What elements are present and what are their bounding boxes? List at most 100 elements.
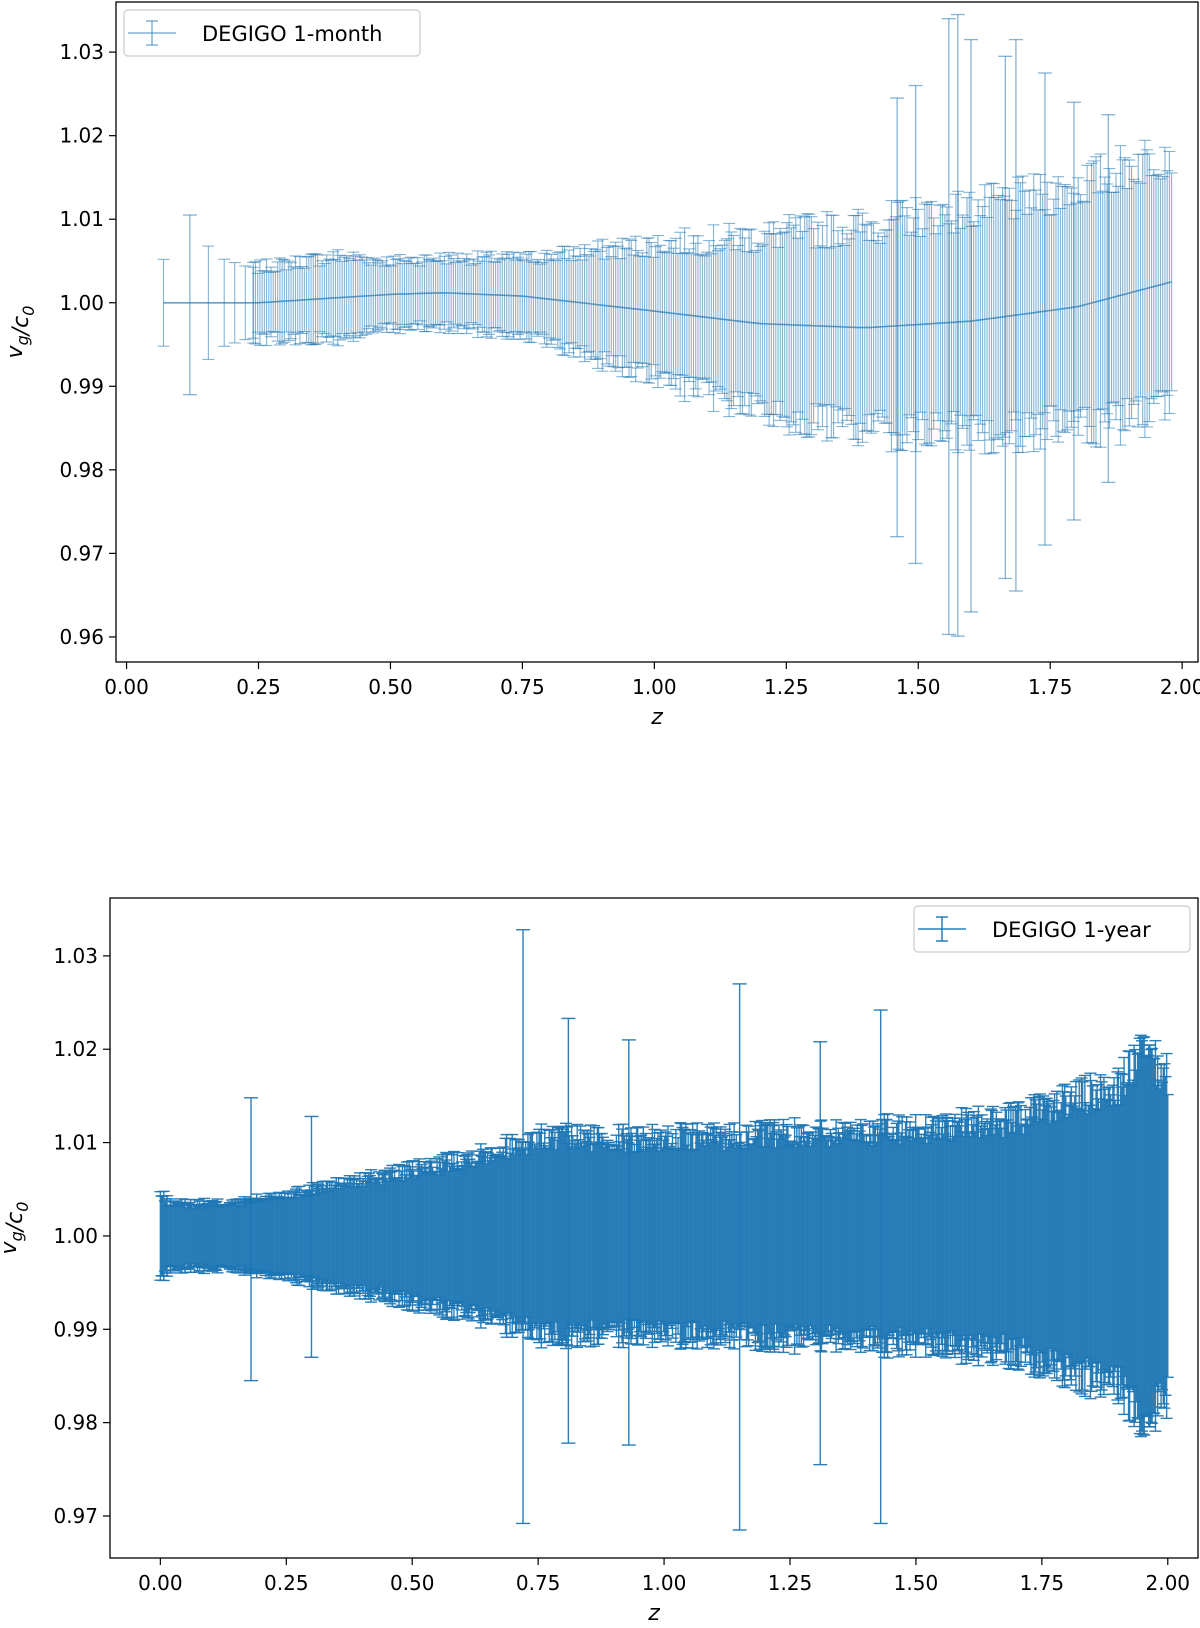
errorbar	[1041, 1100, 1054, 1371]
y-tick-label: 1.00	[53, 1224, 98, 1248]
errorbar	[693, 1130, 706, 1342]
bottom-legend-label: DEGIGO 1-year	[992, 918, 1151, 942]
x-tick-label: 1.75	[1020, 1571, 1065, 1595]
errorbar	[713, 1131, 726, 1341]
errorbar	[1149, 1039, 1162, 1432]
errorbar	[595, 1132, 608, 1340]
errorbar	[1094, 1074, 1107, 1398]
errorbar	[372, 1171, 385, 1301]
errorbar	[348, 1175, 361, 1297]
errorbar	[1014, 1104, 1027, 1367]
errorbar	[431, 1158, 444, 1314]
x-tick-label: 1.00	[642, 1571, 687, 1595]
errorbar	[1116, 1073, 1129, 1399]
errorbar	[990, 1111, 1003, 1361]
errorbar	[630, 1127, 643, 1345]
errorbar	[1134, 1034, 1147, 1438]
errorbar	[365, 1169, 378, 1303]
errorbar	[158, 1200, 171, 1272]
y-tick-label: 1.00	[59, 291, 104, 315]
errorbar	[545, 1129, 558, 1343]
errorbar	[304, 1189, 317, 1283]
errorbar	[440, 1151, 453, 1321]
errorbar	[594, 1142, 607, 1330]
x-tick-label: 2.00	[1160, 675, 1200, 699]
errorbar	[646, 1123, 659, 1349]
errorbar	[953, 1117, 966, 1355]
errorbar	[637, 1126, 650, 1346]
errorbar	[706, 1127, 719, 1345]
errorbar	[182, 1203, 195, 1269]
errorbar	[728, 1122, 741, 1350]
errorbar	[972, 1105, 985, 1367]
errorbar	[1067, 1102, 1080, 1370]
outlier-errorbar	[873, 1009, 888, 1525]
errorbar	[537, 1142, 550, 1330]
errorbar	[183, 1201, 196, 1270]
outlier-errorbar	[244, 1097, 259, 1382]
errorbar	[890, 1122, 903, 1350]
outlier-errorbar	[890, 97, 905, 538]
errorbar	[168, 1200, 181, 1272]
errorbar	[574, 1125, 587, 1347]
errorbar	[451, 1151, 464, 1320]
errorbar	[742, 1125, 755, 1347]
errorbar	[1111, 1071, 1124, 1401]
errorbar	[1138, 1036, 1151, 1436]
errorbar	[740, 1124, 753, 1348]
errorbar	[655, 1129, 668, 1343]
errorbar	[797, 1124, 810, 1348]
outlier-errorbar	[561, 1017, 576, 1444]
errorbar	[1095, 1081, 1108, 1391]
errorbar	[707, 1122, 720, 1350]
outlier-errorbar	[732, 983, 747, 1531]
errorbar	[393, 1163, 406, 1309]
errorbar	[855, 1124, 868, 1348]
errorbar	[205, 1199, 218, 1272]
y-tick-label: 0.98	[53, 1411, 98, 1435]
errorbar	[423, 1162, 436, 1310]
errorbar	[1048, 1093, 1061, 1379]
errorbar	[1037, 1095, 1050, 1377]
outlier-errorbar	[1037, 72, 1052, 546]
outlier-errorbar	[182, 214, 197, 396]
errorbar	[572, 1139, 585, 1333]
outlier-errorbar	[813, 1041, 828, 1466]
y-tick-label: 0.97	[53, 1504, 98, 1528]
y-tick-label: 1.01	[59, 207, 104, 231]
bottom-chart-marks	[154, 929, 1174, 1531]
errorbar	[880, 1118, 893, 1354]
errorbar	[1038, 1098, 1051, 1374]
errorbar	[941, 1116, 954, 1356]
errorbar	[1034, 1093, 1047, 1379]
x-tick-label: 0.25	[236, 675, 281, 699]
errorbar	[962, 1111, 975, 1361]
errorbar	[1121, 1081, 1134, 1390]
errorbar	[913, 1128, 926, 1344]
errorbar	[640, 1138, 653, 1334]
errorbar	[970, 1116, 983, 1356]
errorbar	[985, 1109, 998, 1363]
errorbar	[238, 1196, 251, 1276]
errorbar	[582, 1133, 595, 1339]
x-tick-label: 1.50	[894, 1571, 939, 1595]
x-axis-label: z	[650, 705, 663, 730]
errorbar	[1143, 1044, 1156, 1428]
errorbar	[198, 1197, 211, 1275]
errorbar	[986, 1105, 999, 1367]
errorbar	[741, 1131, 754, 1341]
errorbar	[386, 1164, 399, 1308]
errorbar	[948, 1113, 961, 1359]
errorbar	[780, 1123, 793, 1349]
errorbar	[1122, 1050, 1135, 1422]
errorbar	[1056, 1085, 1069, 1387]
errorbar	[445, 1153, 458, 1318]
errorbar	[1076, 1081, 1089, 1391]
top-legend-box	[123, 9, 421, 57]
errorbar	[265, 1193, 278, 1279]
errorbar	[477, 1148, 490, 1324]
errorbar	[209, 1202, 222, 1270]
bottom-plot-frame	[109, 897, 1199, 1559]
bottom-legend-errorbar-icon	[918, 916, 966, 942]
bottom-chart-panel: 0.00 0.25 0.50 0.75 1.00 1.25 1.50 1.75 2.00 0.97…	[0, 897, 1199, 1626]
